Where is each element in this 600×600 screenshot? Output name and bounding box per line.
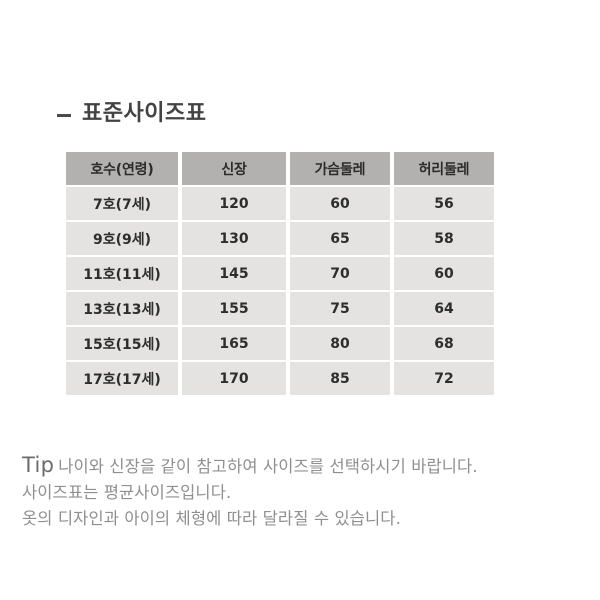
- page-title-row: 표준사이즈표: [57, 103, 206, 125]
- tip-block: Tip 나이와 신장을 같이 참고하여 사이즈를 선택하시기 바랍니다. 사이즈표…: [22, 452, 582, 532]
- table-header-row: 호수(연령) 신장 가슴둘레 허리둘레: [66, 152, 494, 185]
- cell-chest: 80: [290, 327, 390, 360]
- tip-line-2: 사이즈표는 평균사이즈입니다.: [22, 483, 232, 502]
- cell-height: 120: [182, 187, 286, 220]
- cell-waist: 68: [394, 327, 494, 360]
- table-row: 7호(7세) 120 60 56: [66, 187, 494, 220]
- cell-height: 165: [182, 327, 286, 360]
- cell-size-age: 9호(9세): [66, 222, 178, 255]
- table-header: 호수(연령) 신장 가슴둘레 허리둘레: [66, 152, 494, 185]
- table-row: 11호(11세) 145 70 60: [66, 257, 494, 290]
- page-title: 표준사이즈표: [82, 101, 207, 126]
- cell-chest: 70: [290, 257, 390, 290]
- cell-size-age: 13호(13세): [66, 292, 178, 325]
- column-header-height: 신장: [182, 152, 286, 185]
- column-header-size-age: 호수(연령): [66, 152, 178, 185]
- table-row: 9호(9세) 130 65 58: [66, 222, 494, 255]
- cell-size-age: 7호(7세): [66, 187, 178, 220]
- tip-text-1: 나이와 신장을 같이 참고하여 사이즈를 선택하시기 바랍니다.: [58, 457, 478, 476]
- standard-size-table: 호수(연령) 신장 가슴둘레 허리둘레 7호(7세) 120 60 56 9호(…: [62, 150, 498, 397]
- cell-height: 170: [182, 362, 286, 395]
- cell-size-age: 17호(17세): [66, 362, 178, 395]
- cell-height: 130: [182, 222, 286, 255]
- cell-height: 155: [182, 292, 286, 325]
- cell-chest: 75: [290, 292, 390, 325]
- cell-size-age: 11호(11세): [66, 257, 178, 290]
- cell-height: 145: [182, 257, 286, 290]
- dash-bullet-icon: [57, 114, 71, 117]
- tip-line-1: Tip 나이와 신장을 같이 참고하여 사이즈를 선택하시기 바랍니다.: [22, 452, 582, 480]
- cell-size-age: 15호(15세): [66, 327, 178, 360]
- column-header-chest: 가슴둘레: [290, 152, 390, 185]
- cell-waist: 60: [394, 257, 494, 290]
- cell-chest: 60: [290, 187, 390, 220]
- tip-label: Tip: [22, 453, 55, 477]
- cell-waist: 64: [394, 292, 494, 325]
- cell-waist: 72: [394, 362, 494, 395]
- cell-chest: 65: [290, 222, 390, 255]
- cell-chest: 85: [290, 362, 390, 395]
- table-body: 7호(7세) 120 60 56 9호(9세) 130 65 58 11호(11…: [66, 187, 494, 395]
- cell-waist: 56: [394, 187, 494, 220]
- table-row: 17호(17세) 170 85 72: [66, 362, 494, 395]
- cell-waist: 58: [394, 222, 494, 255]
- tip-line-3: 옷의 디자인과 아이의 체형에 따라 달라질 수 있습니다.: [22, 509, 401, 528]
- table-row: 13호(13세) 155 75 64: [66, 292, 494, 325]
- table-row: 15호(15세) 165 80 68: [66, 327, 494, 360]
- column-header-waist: 허리둘레: [394, 152, 494, 185]
